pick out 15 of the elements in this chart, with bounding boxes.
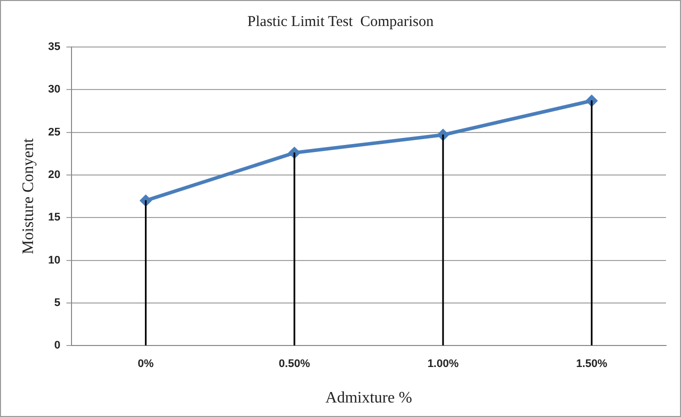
y-axis-title: Moisture Conyent	[20, 138, 37, 254]
y-tick-label: 35	[48, 41, 60, 54]
y-tick-label: 20	[48, 169, 60, 182]
y-tick-label: 10	[48, 254, 60, 266]
x-tick-label: 1.50%	[576, 358, 608, 370]
y-tick-label: 5	[54, 296, 60, 309]
chart-title: Plastic Limit Test Comparison	[247, 14, 434, 30]
y-tick-label: 30	[48, 84, 60, 96]
x-tick-label: 0%	[138, 358, 154, 370]
y-tick-label: 0	[54, 340, 60, 352]
x-tick-label: 1.00%	[427, 358, 459, 370]
x-axis-title: Admixture %	[325, 390, 412, 407]
y-tick-label: 25	[48, 126, 60, 138]
x-tick-label: 0.50%	[278, 358, 310, 370]
y-tick-label: 15	[48, 212, 60, 224]
